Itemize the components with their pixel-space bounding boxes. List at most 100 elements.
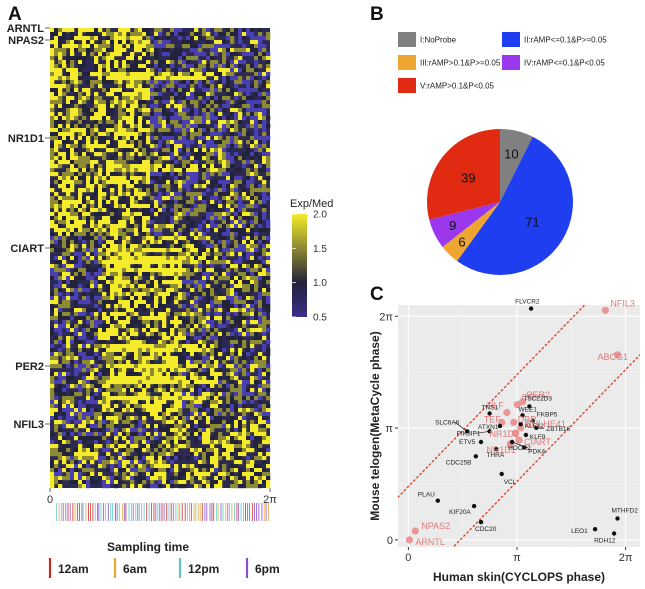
heatmap-cell xyxy=(142,300,147,305)
heatmap-cell xyxy=(182,360,187,365)
heatmap-cell xyxy=(178,328,183,333)
heatmap-cell xyxy=(138,48,143,53)
heatmap-cell xyxy=(102,184,107,189)
heatmap-cell xyxy=(150,68,155,73)
heatmap-cell xyxy=(166,200,171,205)
heatmap-cell xyxy=(198,36,203,41)
heatmap-cell xyxy=(194,208,199,213)
heatmap-cell xyxy=(250,276,255,281)
heatmap-cell xyxy=(138,244,143,249)
heatmap-cell xyxy=(54,412,59,417)
heatmap-cell xyxy=(70,400,75,405)
heatmap-cell xyxy=(70,260,75,265)
heatmap-cell xyxy=(214,208,219,213)
heatmap-cell xyxy=(150,96,155,101)
heatmap-cell xyxy=(82,120,87,125)
heatmap-cell xyxy=(150,188,155,193)
heatmap-cell xyxy=(154,208,159,213)
heatmap-cell xyxy=(86,144,91,149)
heatmap-cell xyxy=(66,252,71,257)
heatmap-cell xyxy=(50,344,55,349)
heatmap-cell xyxy=(166,352,171,357)
heatmap-cell xyxy=(98,288,103,293)
heatmap-cell xyxy=(102,76,107,81)
heatmap-cell xyxy=(82,376,87,381)
heatmap-cell xyxy=(206,36,211,41)
heatmap-cell xyxy=(90,128,95,133)
heatmap-cell xyxy=(94,36,99,41)
heatmap-cell xyxy=(162,248,167,253)
heatmap-cell xyxy=(58,52,63,57)
heatmap-cell xyxy=(218,436,223,441)
heatmap-cell xyxy=(122,132,127,137)
heatmap-cell xyxy=(218,216,223,221)
heatmap-cell xyxy=(142,48,147,53)
heatmap-cell xyxy=(178,364,183,369)
heatmap-cell xyxy=(142,204,147,209)
heatmap-cell xyxy=(66,292,71,297)
heatmap-cell xyxy=(54,216,59,221)
heatmap-cell xyxy=(178,164,183,169)
heatmap-cell xyxy=(222,52,227,57)
heatmap-cell xyxy=(98,68,103,73)
heatmap-cell xyxy=(82,404,87,409)
heatmap-cell xyxy=(226,208,231,213)
heatmap-cell xyxy=(86,472,91,477)
heatmap-cell xyxy=(250,188,255,193)
heatmap-cell xyxy=(126,308,131,313)
heatmap-cell xyxy=(58,124,63,129)
heatmap-cell xyxy=(122,200,127,205)
heatmap-cell xyxy=(114,256,119,261)
heatmap-cell xyxy=(226,260,231,265)
heatmap-cell xyxy=(138,92,143,97)
heatmap-cell xyxy=(58,200,63,205)
heatmap-cell xyxy=(246,104,251,109)
heatmap-cell xyxy=(86,208,91,213)
heatmap-cell xyxy=(198,368,203,373)
heatmap-cell xyxy=(186,60,191,65)
heatmap-cell xyxy=(66,44,71,49)
heatmap-cell xyxy=(154,472,159,477)
heatmap-cell xyxy=(134,164,139,169)
heatmap-cell xyxy=(246,80,251,85)
heatmap-cell xyxy=(62,256,67,261)
heatmap-cell xyxy=(262,128,267,133)
heatmap-cell xyxy=(134,168,139,173)
heatmap-cell xyxy=(250,392,255,397)
heatmap-cell xyxy=(150,360,155,365)
heatmap-cell xyxy=(158,68,163,73)
heatmap-cell xyxy=(110,132,115,137)
heatmap-cell xyxy=(62,440,67,445)
heatmap-cell xyxy=(50,396,55,401)
heatmap-cell xyxy=(254,444,259,449)
heatmap-cell xyxy=(50,364,55,369)
heatmap-cell xyxy=(182,128,187,133)
heatmap-cell xyxy=(118,352,123,357)
heatmap-cell xyxy=(58,476,63,481)
heatmap-cell xyxy=(262,404,267,409)
heatmap-cell xyxy=(178,384,183,389)
heatmap-cell xyxy=(74,36,79,41)
heatmap-cell xyxy=(226,392,231,397)
heatmap-cell xyxy=(234,80,239,85)
heatmap-cell xyxy=(154,264,159,269)
heatmap-cell xyxy=(94,384,99,389)
heatmap-cell xyxy=(142,40,147,45)
heatmap-cell xyxy=(202,204,207,209)
heatmap-cell xyxy=(222,192,227,197)
heatmap-cell xyxy=(158,144,163,149)
heatmap-cell xyxy=(226,196,231,201)
heatmap-cell xyxy=(62,420,67,425)
heatmap-cell xyxy=(110,148,115,153)
heatmap-cell xyxy=(182,244,187,249)
heatmap-cell xyxy=(226,284,231,289)
heatmap-cell xyxy=(106,400,111,405)
heatmap-cell xyxy=(146,400,151,405)
heatmap-cell xyxy=(214,484,219,489)
heatmap-cell xyxy=(50,80,55,85)
heatmap-cell xyxy=(150,456,155,461)
heatmap-cell xyxy=(78,368,83,373)
heatmap-cell xyxy=(170,60,175,65)
heatmap-cell xyxy=(122,460,127,465)
heatmap-cell xyxy=(54,380,59,385)
